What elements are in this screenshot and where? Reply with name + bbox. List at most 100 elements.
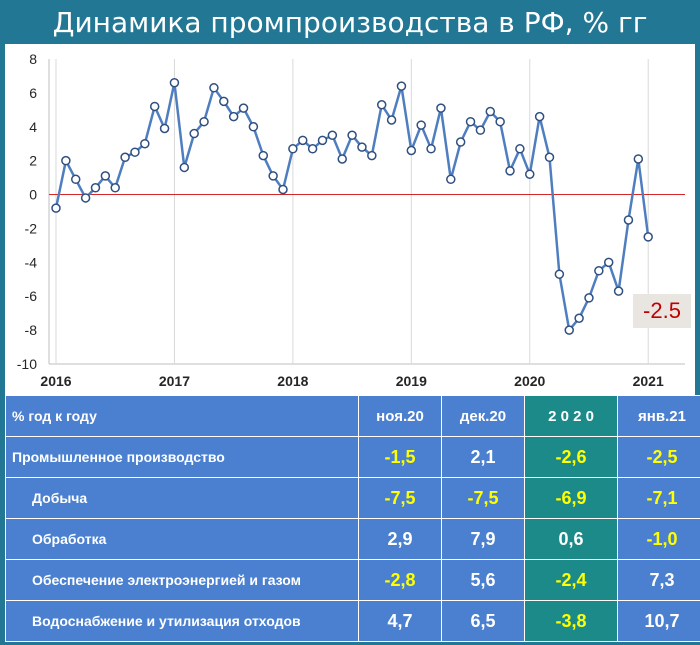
data-point	[248, 122, 259, 132]
data-point	[189, 128, 199, 139]
data-point	[110, 183, 120, 193]
table-cell: -2,6	[524, 436, 618, 478]
data-point	[90, 183, 101, 193]
data-point	[100, 171, 111, 181]
x-tick-label: 2019	[396, 373, 427, 389]
table-header-row: % год к году ноя.20 дек.20 2 0 2 0 янв.2…	[5, 395, 700, 437]
data-point	[584, 293, 594, 303]
data-point	[238, 103, 249, 113]
header-nov20: ноя.20	[358, 395, 442, 437]
data-point	[140, 138, 150, 149]
y-tick-label: 8	[29, 51, 37, 67]
row-label: Водоснабжение и утилизация отходов	[5, 600, 359, 642]
data-point	[347, 130, 357, 140]
table-cell: -2,4	[524, 559, 618, 601]
y-tick-label: 6	[29, 85, 37, 101]
data-point	[564, 325, 574, 335]
data-point	[613, 286, 624, 296]
y-tick-label: 0	[29, 187, 37, 203]
table-row: Промышленное производство -1,5 2,1 -2,6 …	[5, 436, 700, 478]
table-row: Обработка 2,9 7,9 0,6 -1,0	[5, 518, 700, 560]
table-cell: -6,9	[524, 477, 618, 519]
y-tick-label: -2	[25, 220, 38, 236]
data-point	[357, 142, 367, 152]
data-point	[475, 125, 486, 135]
data-point	[278, 184, 288, 195]
y-tick-label: -6	[25, 288, 38, 304]
table-cell: -1,5	[358, 436, 442, 478]
data-point	[120, 152, 130, 163]
data-point	[327, 130, 338, 140]
data-point	[130, 147, 140, 157]
y-tick-label: -8	[25, 322, 38, 338]
data-point	[534, 111, 545, 122]
data-point	[376, 100, 387, 110]
data-point	[416, 120, 426, 130]
table-cell: 10,7	[617, 600, 700, 642]
data-point	[199, 116, 209, 127]
data-point	[554, 269, 565, 279]
data-point	[446, 174, 456, 185]
data-point	[70, 174, 81, 185]
data-point	[495, 116, 505, 127]
data-point	[258, 150, 269, 161]
data-point	[544, 152, 555, 163]
data-point	[594, 266, 604, 276]
data-point	[426, 144, 436, 154]
data-point	[80, 193, 91, 203]
table-row: Добыча -7,5 -7,5 -6,9 -7,1	[5, 477, 700, 519]
table-cell: 6,5	[441, 600, 525, 642]
data-point	[149, 101, 160, 112]
data-point	[525, 169, 535, 179]
table-cell: 0,6	[524, 518, 618, 560]
data-point	[633, 154, 644, 164]
data-point	[169, 77, 180, 88]
table-cell: 7,3	[617, 559, 700, 601]
header-dec20: дек.20	[441, 395, 525, 437]
data-point	[159, 123, 170, 134]
table-cell: -7,1	[617, 477, 700, 519]
last-value-callout: -2.5	[633, 294, 691, 328]
page-title: Динамика промпроизводства в РФ, % гг	[52, 5, 648, 39]
header-2020: 2 0 2 0	[524, 395, 618, 437]
data-point	[337, 154, 347, 164]
header-label: % год к году	[5, 395, 359, 437]
data-point	[455, 137, 466, 147]
data-point	[268, 171, 278, 181]
data-point	[219, 96, 229, 107]
table-cell: -3,8	[524, 600, 618, 642]
x-tick-label: 2018	[277, 373, 308, 389]
table-cell: 5,6	[441, 559, 525, 601]
data-point	[623, 215, 634, 225]
data-point	[317, 135, 328, 146]
data-point	[603, 257, 614, 268]
y-tick-label: 2	[29, 153, 37, 169]
summary-table: % год к году ноя.20 дек.20 2 0 2 0 янв.2…	[5, 395, 700, 642]
data-point	[465, 116, 476, 127]
x-tick-label: 2016	[40, 373, 71, 389]
data-point	[485, 106, 496, 117]
data-point	[288, 144, 298, 154]
row-label: Обработка	[5, 518, 359, 560]
y-tick-label: -4	[25, 254, 38, 270]
table-cell: 7,9	[441, 518, 525, 560]
table-cell: 4,7	[358, 600, 442, 642]
data-point	[367, 150, 377, 161]
table-cell: 2,1	[441, 436, 525, 478]
data-point	[307, 144, 318, 154]
data-point	[436, 103, 446, 113]
table-cell: -7,5	[441, 477, 525, 519]
series-line	[54, 82, 650, 333]
data-point	[61, 155, 71, 166]
data-point	[179, 162, 190, 173]
y-tick-label: -10	[17, 356, 37, 372]
data-point	[574, 313, 584, 323]
data-point	[396, 81, 407, 91]
line-chart: 8 6 4 2 0 -2 -4 -6 -8 -10 2016 2017 2018 2019 2020 2021…	[5, 44, 695, 395]
data-point	[505, 166, 515, 176]
table-cell: -7,5	[358, 477, 442, 519]
data-point	[515, 144, 525, 154]
row-label: Добыча	[5, 477, 359, 519]
